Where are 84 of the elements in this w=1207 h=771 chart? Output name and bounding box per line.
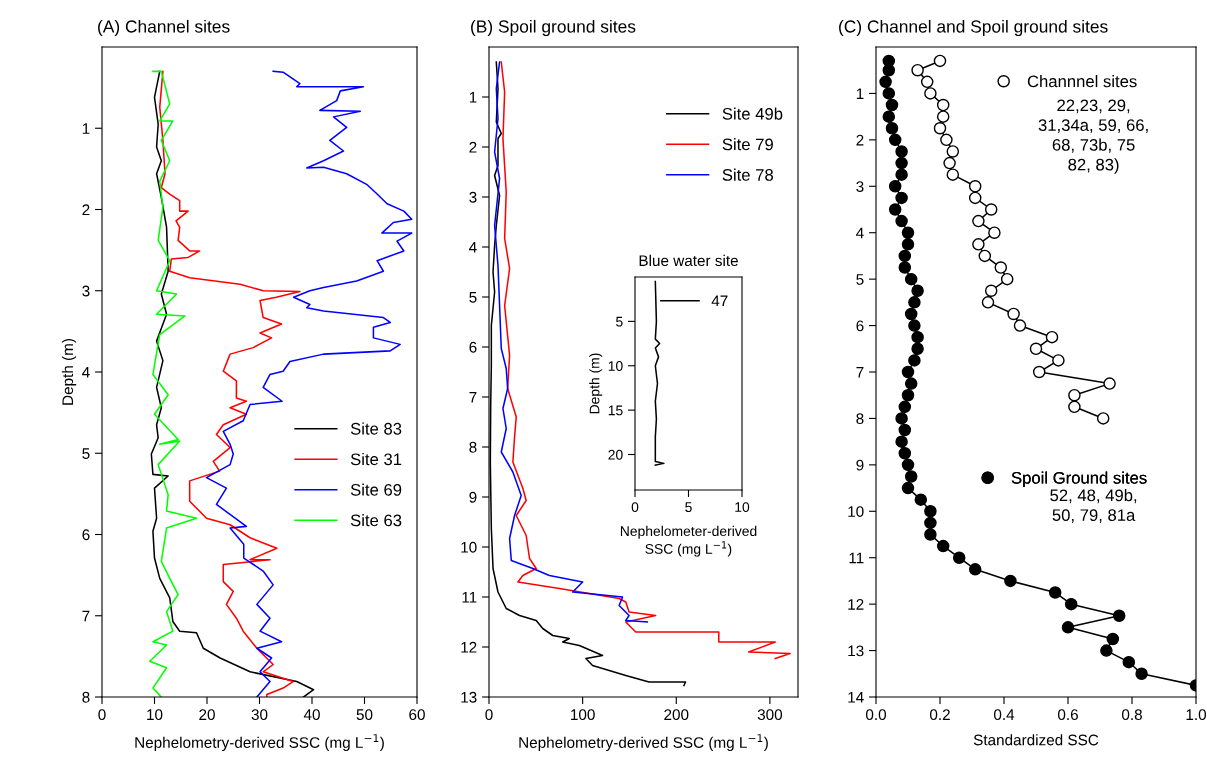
x-tick-label: 20 (199, 709, 215, 721)
y-tick-label: 20 (608, 449, 623, 460)
x-tick-label: 0.0 (865, 709, 887, 721)
x-tick-label: 0 (98, 709, 106, 721)
y-tick-label: 15 (608, 405, 623, 416)
x-tick-label: 300 (757, 709, 783, 721)
legend-label: Site 79 (722, 138, 773, 151)
y-tick-label: 8 (82, 691, 90, 703)
x-axis-title: Nephelometry-derived SSC (mg L$^{−1}$) (135, 734, 384, 751)
x-tick-label: 50 (356, 709, 373, 721)
legend-label: Site 63 (350, 514, 402, 527)
legend-label: Site 78 (722, 168, 774, 181)
x-tick-label: 0 (631, 502, 639, 513)
chart-title: (A) Channel sites (98, 19, 230, 37)
y-tick-label: 8 (469, 441, 477, 453)
y-tick-label: 1 (469, 92, 477, 103)
x-tick-label: 60 (409, 709, 425, 721)
y-tick-label: 13 (848, 645, 864, 657)
y-tick-label: 4 (856, 227, 864, 239)
y-tick-label: 10 (461, 541, 477, 553)
y-tick-label: 11 (462, 592, 477, 603)
y-tick-label: 2 (469, 141, 477, 153)
y-tick-label: 7 (82, 610, 90, 622)
y-tick-label: 1 (856, 88, 864, 99)
x-tick-label: 10 (147, 709, 163, 721)
y-axis-title: Depth (m) (61, 338, 77, 405)
legend-label: Spoil Ground sites (1011, 471, 1147, 488)
y-tick-label: 8 (856, 413, 864, 425)
x-axis-title: Nephelometer-derived SSC (mg L$^{−1}$) (620, 525, 757, 557)
y-tick-label: 12 (461, 641, 477, 653)
x-tick-label: 1.0 (1186, 709, 1207, 721)
x-tick-label: 0.8 (1121, 709, 1142, 721)
x-tick-label: 10 (735, 502, 750, 513)
x-axis-title: Nephelometry-derived SSC (mg L$^{−1}$) (519, 734, 768, 751)
y-tick-label: 14 (848, 692, 864, 703)
y-tick-label: 5 (616, 316, 623, 327)
line-series (205, 70, 413, 697)
y-tick-label: 12 (848, 599, 864, 610)
chart-title: Blue water site (639, 254, 738, 267)
x-tick-label: 100 (571, 709, 595, 721)
legend-label: Site 69 (350, 483, 402, 496)
x-tick-label: 40 (303, 709, 320, 721)
y-tick-label: 6 (469, 341, 477, 353)
line-series (149, 70, 198, 697)
y-tick-label: 3 (82, 285, 90, 297)
y-tick-label: 4 (469, 242, 477, 253)
y-tick-label: 2 (856, 134, 864, 146)
chart-title: (C) Channel and Spoil ground sites (839, 19, 1108, 37)
x-tick-label: 0.6 (1057, 709, 1078, 721)
x-tick-label: 200 (664, 709, 689, 721)
x-tick-label: 0.4 (993, 709, 1015, 721)
y-tick-label: 7 (856, 367, 864, 378)
line-series (500, 61, 791, 660)
annotation: 52, 48, 49b, 50, 79, 81a (1050, 489, 1137, 523)
y-tick-label: 5 (82, 448, 90, 459)
x-tick-label: 30 (251, 709, 268, 721)
chart-title: (B) Spoil ground sites (471, 19, 636, 37)
y-tick-label: 7 (469, 392, 477, 403)
y-axis-title: Depth (m) (589, 353, 603, 414)
y-tick-label: 3 (469, 191, 477, 203)
y-tick-label: 9 (469, 491, 477, 503)
legend-label: Site 31 (350, 452, 402, 466)
y-tick-label: 6 (856, 320, 864, 332)
y-tick-label: 13 (461, 691, 477, 703)
annotation: 22,23, 29, 31,34a, 59, 66, 68, 73b, 75 82, 83) (1038, 99, 1148, 174)
y-tick-label: 6 (82, 529, 90, 541)
x-axis-title: Standardized SSC (973, 734, 1099, 746)
x-tick-label: 0 (485, 709, 493, 721)
y-tick-label: 4 (82, 367, 90, 378)
legend-label: Site 83 (350, 422, 402, 435)
y-tick-label: 11 (849, 552, 864, 564)
x-tick-label: 0.2 (929, 709, 950, 721)
y-tick-label: 3 (856, 181, 864, 192)
y-tick-label: 5 (469, 292, 477, 303)
y-tick-label: 9 (856, 459, 864, 471)
legend-label: Site 49b (722, 107, 783, 120)
x-tick-label: 5 (685, 502, 692, 513)
y-tick-label: 2 (82, 204, 90, 216)
y-tick-label: 10 (608, 361, 623, 371)
y-tick-label: 1 (82, 123, 90, 134)
line-series (654, 280, 665, 466)
legend-label: 47 (711, 295, 728, 307)
legend-label: Channnel sites (1027, 75, 1137, 88)
y-tick-label: 5 (856, 274, 864, 285)
